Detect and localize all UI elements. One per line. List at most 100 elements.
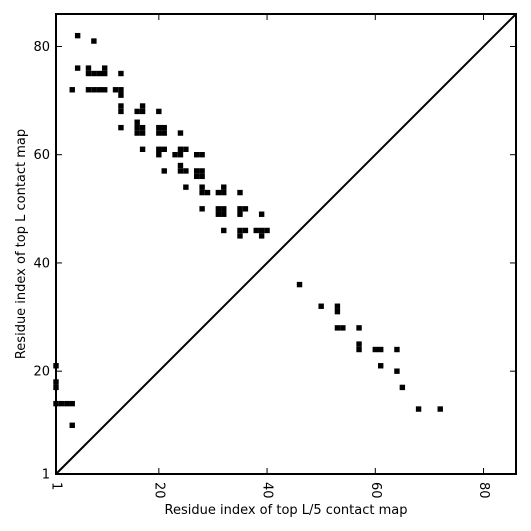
contact-cell-lower <box>394 368 400 374</box>
contact-cell-upper <box>242 206 249 212</box>
contact-cell-upper <box>118 103 124 109</box>
contact-cell-upper <box>221 189 227 196</box>
contact-cell-upper <box>177 162 184 169</box>
contact-cell-upper <box>264 227 270 234</box>
contact-cell-upper <box>177 130 184 136</box>
contact-cell-upper <box>221 184 227 190</box>
contact-cell-upper <box>85 70 92 77</box>
contact-cell-upper <box>96 87 102 93</box>
contact-cell-upper <box>96 70 102 77</box>
contact-cell-upper <box>199 206 205 212</box>
contact-cell-upper <box>91 70 97 77</box>
contact-cell-lower <box>334 308 341 315</box>
contact-cell-upper <box>102 70 108 77</box>
contact-cell-upper <box>194 152 200 158</box>
contact-cell-lower <box>340 325 346 331</box>
contact-cell-upper <box>85 65 92 71</box>
contact-cell-upper <box>139 124 146 131</box>
x-tick-label: 40 <box>260 482 275 499</box>
contact-cell-upper <box>177 168 184 174</box>
contact-cell-lower <box>334 303 341 309</box>
contact-cell-upper <box>139 108 146 115</box>
x-tick-label: 20 <box>151 482 166 499</box>
contact-cell-upper <box>64 400 70 407</box>
contact-cell-lower <box>378 363 384 369</box>
contact-cell-upper <box>221 211 227 217</box>
contact-cell-upper <box>74 32 81 39</box>
contact-cell-lower <box>399 384 406 391</box>
contact-cell-upper <box>156 130 162 136</box>
contact-cell-upper <box>237 233 243 239</box>
contact-cell-lower <box>378 346 384 353</box>
contact-cell-upper <box>102 87 108 93</box>
contact-cell-upper <box>134 108 140 115</box>
contact-cell-upper <box>258 211 265 217</box>
contact-cell-lower <box>372 346 378 353</box>
contact-cell-upper <box>118 87 124 93</box>
contact-cell-upper <box>118 70 124 77</box>
contact-cell-upper <box>58 400 65 407</box>
y-tick-label: 60 <box>33 148 50 163</box>
contact-cell-upper <box>69 422 75 428</box>
contact-cell-upper <box>183 184 189 190</box>
contact-cell-upper <box>161 130 167 136</box>
contact-cell-upper <box>237 211 243 217</box>
contact-cell-upper <box>242 227 249 234</box>
contact-cell-upper <box>134 119 140 125</box>
contact-cell-upper <box>161 168 167 174</box>
contact-cell-upper <box>156 152 162 158</box>
x-tick-label: 60 <box>368 482 383 499</box>
contact-cell-lower <box>356 325 362 331</box>
contact-cell-upper <box>91 87 97 93</box>
contact-cell-lower <box>437 406 443 412</box>
contact-cell-lower <box>356 346 362 353</box>
contact-cell-upper <box>253 227 259 234</box>
contact-cell-upper <box>134 130 140 136</box>
contact-cell-lower <box>356 341 362 347</box>
contact-cell-lower <box>334 325 341 331</box>
contact-cell-upper <box>156 124 162 131</box>
plot-frame <box>55 13 517 475</box>
contact-cell-upper <box>183 168 189 174</box>
contact-cell-upper <box>69 400 75 407</box>
contact-cell-upper <box>194 173 200 180</box>
contact-cell-upper <box>156 108 162 115</box>
x-tick-label: 1 <box>49 482 64 490</box>
contact-cell-upper <box>199 168 205 174</box>
contact-cell-lower <box>296 281 303 288</box>
contact-cell-upper <box>215 206 222 212</box>
contact-cell-upper <box>161 124 167 131</box>
contact-cell-lower <box>394 346 400 353</box>
contact-cells <box>53 32 443 428</box>
contact-cell-upper <box>215 189 222 196</box>
contact-cell-upper <box>258 227 265 234</box>
y-tick-label: 20 <box>33 365 50 380</box>
contact-cell-upper <box>139 103 146 109</box>
x-axis-label: Residue index of top L/5 contact map <box>165 503 408 518</box>
contact-cell-upper <box>221 227 227 234</box>
contact-cell-upper <box>199 184 205 190</box>
contact-cell-upper <box>221 206 227 212</box>
contact-cell-upper <box>85 87 92 93</box>
contact-cell-upper <box>194 168 200 174</box>
contact-cell-upper <box>118 124 124 131</box>
contact-cell-upper <box>91 38 97 44</box>
contact-cell-upper <box>69 87 75 93</box>
axis-ticks: 1 20 40 60 80 1 20 40 60 80 <box>33 14 516 499</box>
contact-cell-upper <box>139 146 146 152</box>
contact-cell-upper <box>199 173 205 180</box>
y-tick-label: 1 <box>42 468 50 483</box>
contact-cell-upper <box>183 146 189 152</box>
contact-cell-upper <box>258 233 265 239</box>
contact-cell-upper <box>237 189 243 196</box>
y-axis-label: Residue index of top L contact map <box>14 129 29 359</box>
y-tick-label: 40 <box>33 256 50 271</box>
contact-cell-lower <box>318 303 324 309</box>
y-tick-label: 80 <box>33 40 50 55</box>
contact-cell-upper <box>237 227 243 234</box>
contact-cell-upper <box>74 65 81 71</box>
contact-cell-upper <box>199 189 205 196</box>
x-tick-label: 80 <box>476 482 491 499</box>
contact-cell-upper <box>237 206 243 212</box>
